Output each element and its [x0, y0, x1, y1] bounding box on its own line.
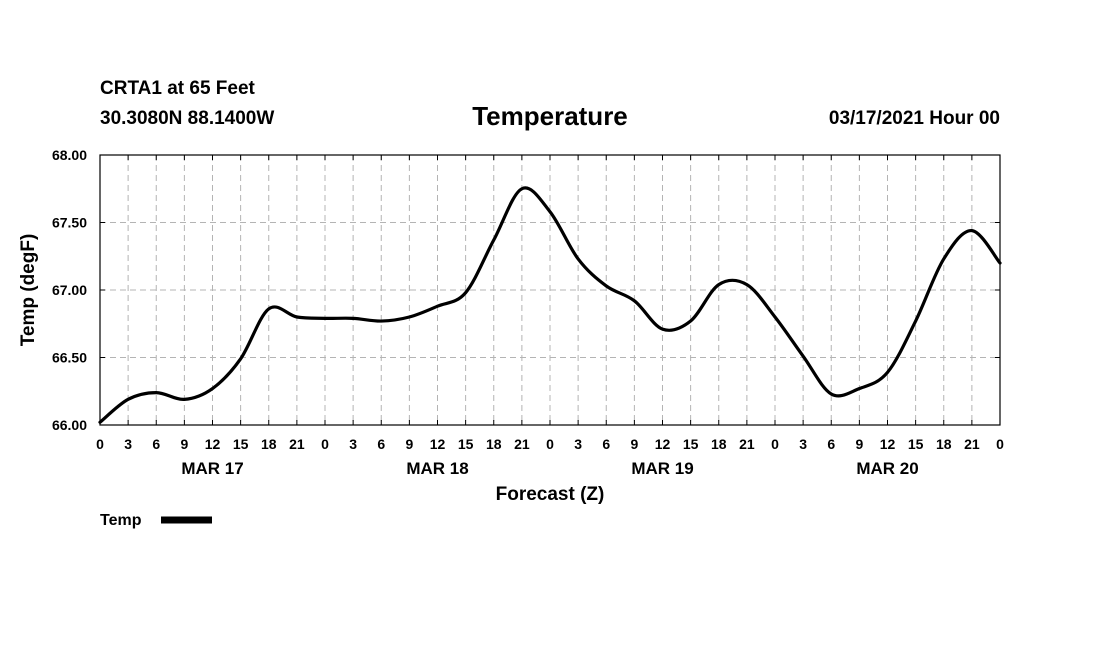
- x-tick-label: 0: [996, 436, 1004, 452]
- day-label: MAR 20: [856, 459, 918, 478]
- x-tick-label: 18: [486, 436, 502, 452]
- x-tick-label: 15: [458, 436, 474, 452]
- x-tick-label: 12: [880, 436, 896, 452]
- x-tick-label: 3: [124, 436, 132, 452]
- chart-title: Temperature: [472, 101, 628, 131]
- x-tick-label: 21: [964, 436, 980, 452]
- legend-label: Temp: [100, 512, 142, 529]
- x-tick-label: 3: [349, 436, 357, 452]
- x-tick-label: 18: [261, 436, 277, 452]
- series-layer: [98, 186, 1002, 424]
- x-tick-label: 15: [908, 436, 924, 452]
- day-label: MAR 17: [181, 459, 243, 478]
- y-tick-label: 67.00: [52, 282, 87, 298]
- x-axis-label: Forecast (Z): [496, 484, 605, 505]
- axis-ticks: [99, 154, 1001, 426]
- plot-frame: [99, 154, 1001, 426]
- x-tick-label: 18: [711, 436, 727, 452]
- legend: Temp: [100, 512, 212, 529]
- x-tick-label: 15: [683, 436, 699, 452]
- grid-lines: [100, 155, 1000, 425]
- series-line-temp: [98, 186, 1002, 424]
- x-tick-label: 15: [233, 436, 249, 452]
- y-tick-label: 66.00: [52, 417, 87, 433]
- x-tick-label: 6: [377, 436, 385, 452]
- x-tick-label: 21: [289, 436, 305, 452]
- x-axis-tick-labels: 0 3 6 9 12 15 18 21 0 3 6 9 12 15 18 21 0 3 6 9 12 15 18 21 0 3 6 9…: [96, 436, 1004, 452]
- day-label: MAR 18: [406, 459, 468, 478]
- station-label: CRTA1 at 65 Feet: [100, 78, 256, 99]
- x-tick-label: 9: [630, 436, 638, 452]
- x-tick-label: 3: [574, 436, 582, 452]
- location-label: 30.3080N 88.1400W: [100, 108, 274, 129]
- y-tick-label: 67.50: [52, 215, 87, 231]
- x-tick-label: 6: [602, 436, 610, 452]
- x-tick-label: 18: [936, 436, 952, 452]
- issued-time-label: 03/17/2021 Hour 00: [829, 108, 1000, 129]
- x-tick-label: 9: [405, 436, 413, 452]
- x-tick-label: 0: [771, 436, 779, 452]
- x-tick-label: 6: [152, 436, 160, 452]
- x-tick-label: 0: [96, 436, 104, 452]
- x-tick-label: 12: [205, 436, 221, 452]
- x-tick-label: 0: [321, 436, 329, 452]
- day-label: MAR 19: [631, 459, 693, 478]
- x-tick-label: 6: [827, 436, 835, 452]
- x-tick-label: 21: [514, 436, 530, 452]
- day-labels: MAR 17 MAR 18 MAR 19 MAR 20: [181, 459, 918, 478]
- y-tick-label: 68.00: [52, 147, 87, 163]
- y-tick-label: 66.50: [52, 350, 87, 366]
- x-tick-label: 9: [180, 436, 188, 452]
- x-tick-label: 12: [655, 436, 671, 452]
- x-tick-label: 3: [799, 436, 807, 452]
- x-tick-label: 0: [546, 436, 554, 452]
- x-tick-label: 12: [430, 436, 446, 452]
- x-tick-label: 21: [739, 436, 755, 452]
- y-axis-label: Temp (degF): [18, 234, 39, 347]
- x-tick-label: 9: [855, 436, 863, 452]
- y-axis-tick-labels: 66.00 66.50 67.00 67.50 68.00: [52, 147, 87, 433]
